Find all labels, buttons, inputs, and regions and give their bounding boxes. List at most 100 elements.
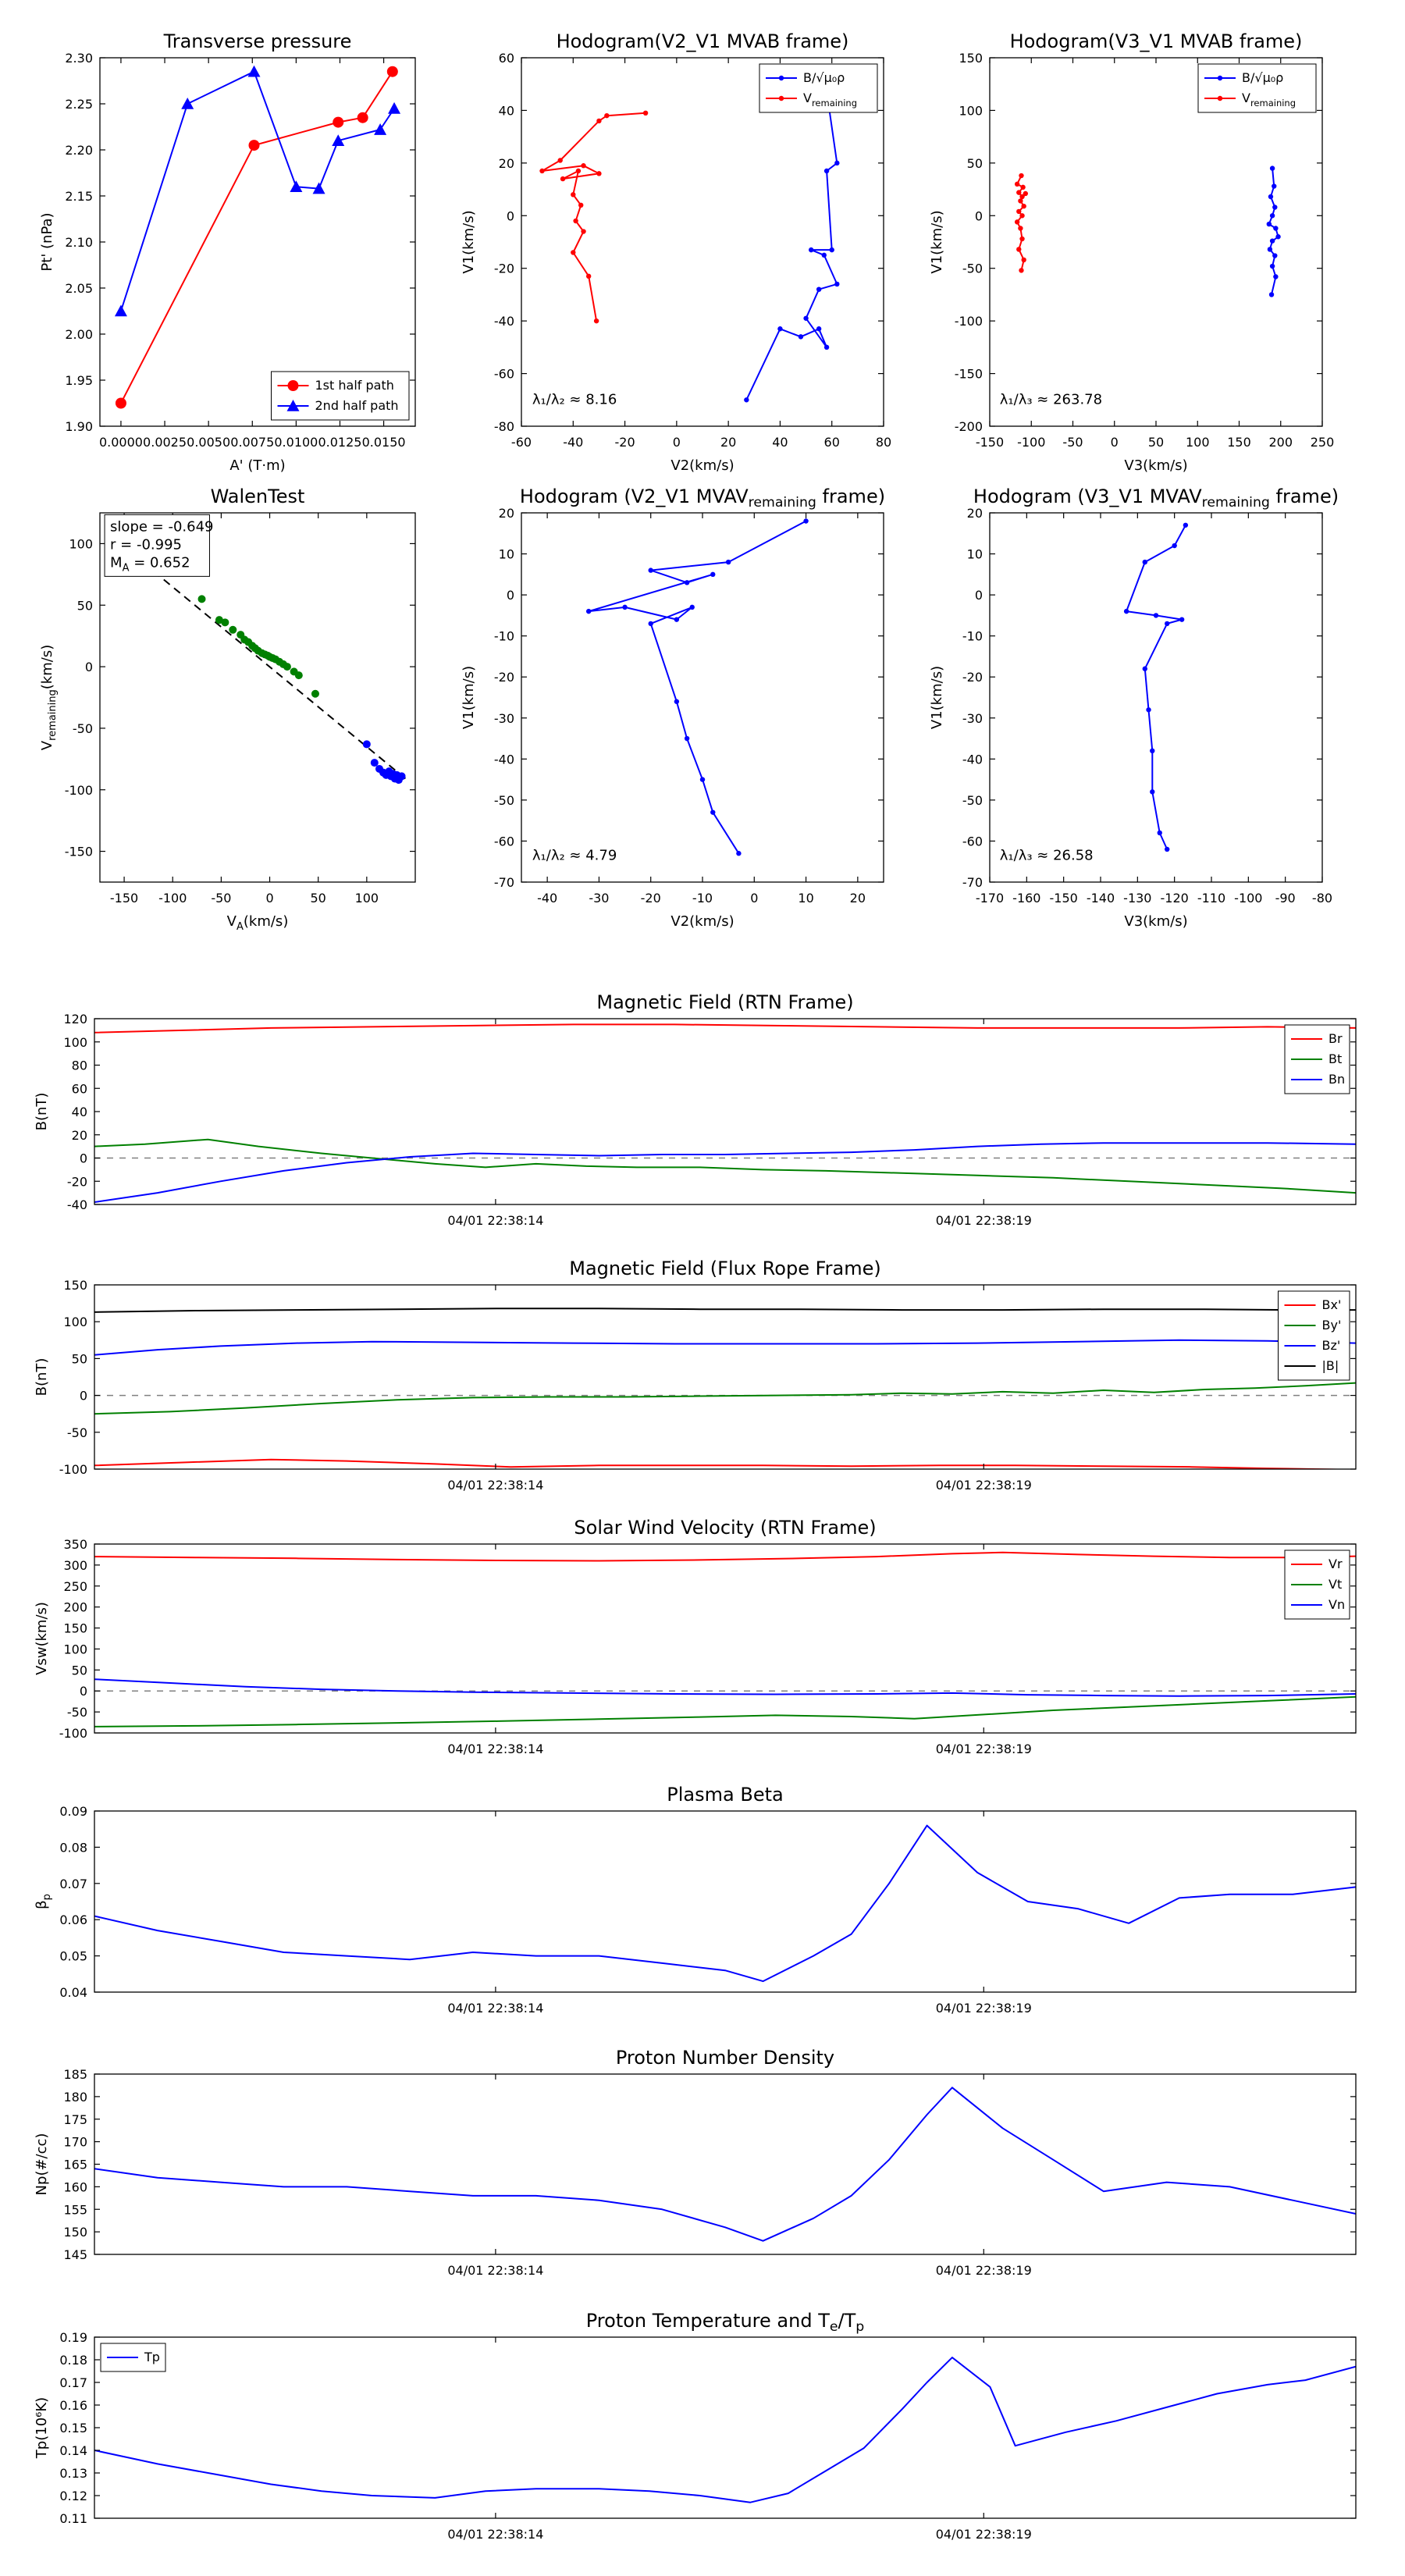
marker: [1019, 173, 1024, 179]
y-tick-label: 0.05: [59, 1949, 87, 1964]
x-tick-label: 0.0125: [318, 435, 361, 450]
marker: [1269, 263, 1275, 269]
legend-label: Tp: [144, 2350, 160, 2364]
y-tick-label: 40: [499, 103, 514, 118]
y-tick-label: 2.05: [65, 281, 93, 296]
plot-frame: [521, 57, 884, 427]
y-tick-label: -60: [494, 834, 514, 849]
series-beta: [94, 1824, 1356, 1983]
x-tick-label: -40: [537, 891, 557, 906]
marker: [370, 759, 379, 767]
y-tick-label: 0.06: [59, 1912, 87, 1927]
y-tick-label: -40: [67, 1197, 87, 1212]
marker: [596, 118, 602, 124]
y-tick-label: 50: [77, 598, 93, 613]
x-tick-label: -120: [1161, 891, 1189, 906]
series-line: [94, 2087, 1356, 2242]
marker: [1016, 247, 1022, 252]
legend: Br Bt Bn: [1284, 1024, 1350, 1094]
annotation: λ₁/λ₂ ≈ 4.79: [532, 848, 617, 864]
series-line: [1016, 175, 1026, 271]
x-tick-label: -10: [692, 891, 713, 906]
marker: [1267, 247, 1273, 252]
y-tick-label: 2.25: [65, 97, 93, 112]
marker: [357, 112, 368, 123]
y-tick-label: 0.16: [59, 2398, 87, 2413]
marker: [710, 571, 716, 578]
marker: [1273, 274, 1279, 279]
y-tick-label: 0.15: [59, 2421, 87, 2435]
x-tick-label: -140: [1087, 891, 1115, 906]
y-tick-label: 10: [499, 547, 514, 562]
y-axis-label: βp: [34, 1894, 53, 1909]
marker: [816, 286, 822, 292]
y-axis-label: V1(km/s): [929, 666, 945, 729]
marker: [1183, 522, 1189, 528]
chart-magnetic-field-flux-rope: 04/01 22:38:14 04/01 22:38:19 -100 -50 0 50 10…: [34, 1258, 1357, 1493]
plot-background: [94, 2337, 1356, 2518]
legend: 1st half path 2nd half path: [271, 371, 410, 421]
marker: [1123, 608, 1129, 614]
chart-proton-temperature: 04/01 22:38:14 04/01 22:38:19 0.11 0.12 0.13…: [34, 2310, 1357, 2542]
marker: [674, 699, 680, 704]
axes: 04/01 22:38:14 04/01 22:38:19 0.04 0.05 0.06…: [59, 1804, 1356, 2016]
marker: [333, 116, 344, 128]
series-tp: [94, 2357, 1356, 2503]
plot-frame: [989, 512, 1323, 883]
marker: [642, 110, 649, 116]
marker: [778, 75, 784, 81]
marker: [823, 168, 830, 174]
y-tick-label: -60: [494, 367, 514, 382]
series-blue-points: [362, 740, 406, 785]
y-tick-label: -100: [59, 1726, 87, 1741]
chart-title: WalenTest: [211, 486, 305, 507]
y-tick-label: 20: [499, 506, 514, 521]
y-tick-label: 0.18: [59, 2353, 87, 2368]
y-tick-label: 150: [63, 1278, 87, 1293]
y-tick-label: 2.30: [65, 51, 93, 66]
x-axis-label: V2(km/s): [670, 457, 734, 474]
series-line: [94, 1458, 1356, 1469]
y-tick-label: -100: [59, 1462, 87, 1477]
y-tick-label: 0.19: [59, 2330, 87, 2345]
legend-label: 2nd half path: [315, 398, 399, 413]
marker: [710, 809, 716, 815]
y-tick-label: 0.09: [59, 1804, 87, 1819]
marker: [1269, 238, 1275, 244]
x-tick-label: 60: [824, 435, 840, 450]
marker: [1217, 75, 1223, 81]
marker: [197, 595, 206, 603]
y-tick-label: -100: [65, 783, 93, 798]
x-tick-label: -170: [976, 891, 1004, 906]
svg-text:λ₁/λ₂ ≈ 4.79: λ₁/λ₂ ≈ 4.79: [532, 848, 617, 864]
marker: [1268, 292, 1275, 297]
marker: [803, 518, 809, 524]
marker: [311, 689, 319, 698]
y-tick-label: 185: [63, 2067, 87, 2082]
marker: [332, 134, 345, 146]
marker: [622, 604, 628, 610]
series-fit-line: [112, 536, 407, 780]
marker: [809, 247, 814, 253]
x-tick-label: 04/01 22:38:19: [936, 1213, 1032, 1228]
y-tick-label: 120: [63, 1012, 87, 1026]
svg-text:λ₁/λ₃ ≈ 26.58: λ₁/λ₃ ≈ 26.58: [1000, 848, 1094, 864]
y-tick-label: 0: [85, 660, 93, 674]
marker: [823, 344, 830, 350]
chart-solar-wind-velocity: 04/01 22:38:14 04/01 22:38:19 -100 -50 0 50 10…: [34, 1517, 1357, 1756]
plot-background: [94, 1544, 1356, 1733]
y-axis-label: Vsw(km/s): [34, 1602, 50, 1675]
marker: [1272, 183, 1277, 189]
axes: 0.0000 0.0025 0.0050 0.0075 0.0100 0.0125 0.01…: [65, 51, 415, 450]
legend-label: Vremaining: [1242, 91, 1296, 109]
x-tick-label: 04/01 22:38:19: [936, 2527, 1032, 2542]
chart-hodogram-v2v1-mvav: -40 -30 -20 -10 0 10 20 -70 -60 -50 -40 -30 -20 -10 0 1…: [461, 486, 885, 930]
marker: [114, 304, 127, 317]
series-vt: [94, 1695, 1356, 1727]
marker: [573, 218, 578, 224]
chart-title: Magnetic Field (RTN Frame): [596, 991, 853, 1013]
x-tick-label: 150: [1227, 435, 1251, 450]
y-tick-label: -30: [494, 711, 514, 726]
marker: [736, 851, 742, 856]
